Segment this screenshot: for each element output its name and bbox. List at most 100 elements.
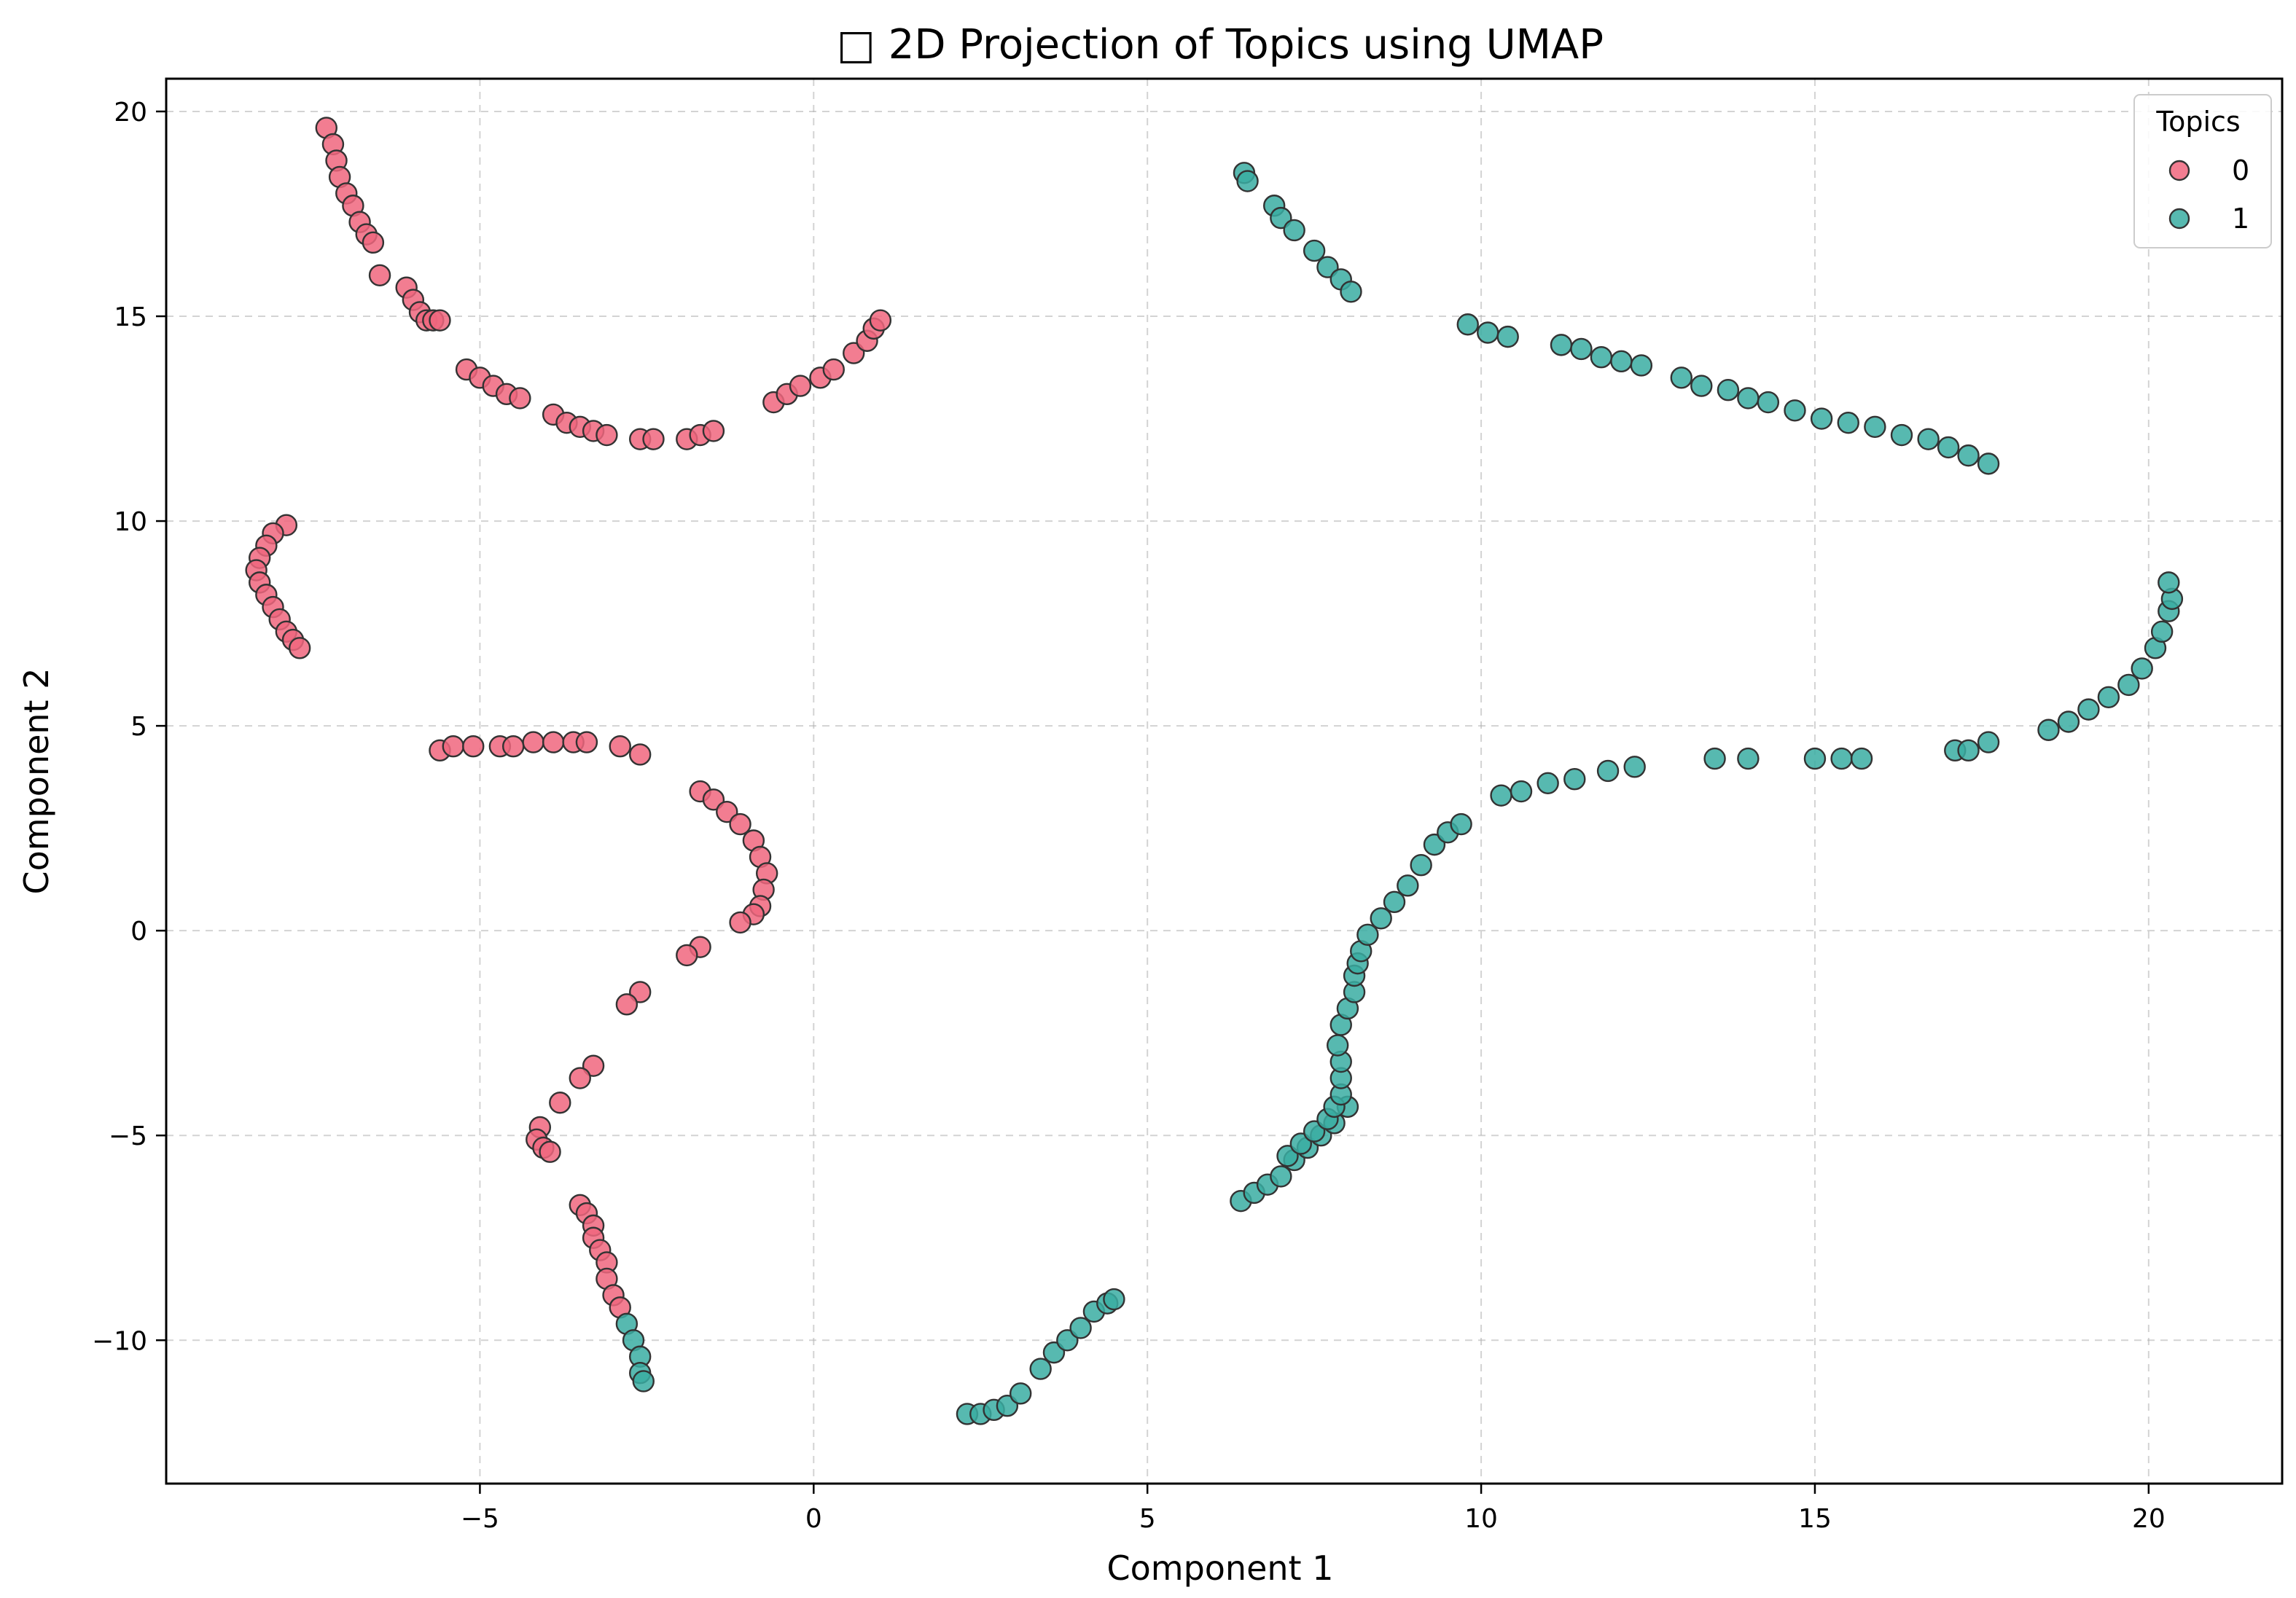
data-point-topic-1 [1477,321,1499,344]
data-point-topic-0 [609,735,631,758]
data-point-topic-1 [1690,375,1713,397]
data-point-topic-1 [1283,219,1305,242]
legend-title: Topics [2155,106,2240,138]
data-point-topic-1 [1236,170,1259,192]
y-tick-label: −10 [92,1326,147,1356]
data-points [245,117,2184,1425]
data-point-topic-1 [2131,657,2153,680]
data-point-topic-1 [1510,780,1533,803]
y-axis-label: Component 2 [17,668,56,895]
data-point-topic-0 [542,731,565,753]
y-tick-label: 15 [114,302,147,332]
plot-frame [165,77,2284,1485]
data-point-topic-1 [1383,890,1406,914]
data-point-topic-1 [1009,1382,1032,1405]
data-point-topic-0 [596,423,618,447]
data-point-topic-1 [1703,747,1726,770]
data-point-topic-0 [462,735,485,758]
data-point-topic-1 [1784,399,1806,422]
data-point-topic-0 [702,420,725,442]
data-point-topic-1 [1450,812,1472,836]
data-point-topic-0 [869,309,892,332]
data-point-topic-1 [1977,453,2000,475]
legend-marker-topic-0 [2168,160,2190,181]
chart-title: □ 2D Projection of Topics using UMAP [837,21,1604,68]
axis-ticks: −5 0 5 10 15 20 −10 −5 0 5 10 15 20 [92,98,2166,1534]
data-point-topic-0 [729,911,751,934]
data-point-topic-1 [1937,436,1960,459]
data-point-topic-0 [569,1067,591,1089]
data-point-topic-1 [1917,428,1940,450]
data-point-topic-0 [539,1140,561,1163]
data-point-topic-1 [1757,391,1780,414]
data-point-topic-1 [1326,1034,1349,1057]
data-point-topic-1 [1590,346,1613,369]
data-point-topic-0 [288,637,311,659]
data-point-topic-0 [729,812,751,836]
data-point-topic-0 [442,735,464,758]
data-point-topic-1 [1496,325,1519,348]
data-point-topic-1 [1069,1317,1092,1339]
data-point-topic-1 [1596,759,1620,783]
data-point-topic-1 [1370,907,1392,930]
data-point-topic-0 [509,387,531,410]
data-point-topic-1 [1810,407,1833,430]
data-point-topic-0 [362,231,385,254]
data-point-topic-1 [632,1370,655,1393]
data-point-topic-0 [429,309,451,332]
data-point-topic-1 [2057,710,2080,733]
data-point-topic-1 [1864,415,1886,438]
data-point-topic-0 [822,358,845,381]
grid-lines [166,79,2282,1484]
x-tick-label: 5 [1139,1504,1156,1534]
y-tick-label: 0 [130,917,147,947]
data-point-topic-0 [642,428,665,450]
legend: Topics 0 1 [2133,94,2272,248]
data-point-topic-1 [1977,731,2000,753]
data-point-topic-1 [1490,784,1512,807]
data-point-topic-1 [1957,739,1980,762]
legend-label-topic-1: 1 [2232,203,2249,235]
data-point-topic-0 [615,993,639,1016]
data-point-topic-1 [2158,571,2180,594]
x-tick-label: 15 [1798,1504,1832,1534]
data-point-topic-1 [1803,747,1827,770]
legend-label-topic-0: 0 [2232,154,2249,187]
data-point-topic-1 [1850,747,1873,770]
data-point-topic-1 [1737,387,1760,410]
data-point-topic-0 [502,735,525,758]
data-point-topic-1 [2097,686,2120,708]
data-point-topic-1 [1536,772,1559,795]
data-point-topic-0 [575,731,598,753]
y-tick-label: 5 [130,712,147,742]
legend-marker-topic-1 [2168,208,2190,230]
data-point-topic-1 [1270,1165,1292,1188]
data-point-topic-1 [2037,718,2060,741]
data-point-topic-0 [789,375,812,397]
x-tick-label: 20 [2132,1504,2166,1534]
data-point-topic-1 [1397,874,1419,897]
data-point-topic-1 [1563,767,1586,791]
data-point-topic-1 [2150,620,2174,643]
data-point-topic-1 [1630,354,1653,377]
data-point-topic-1 [1610,350,1633,373]
data-point-topic-1 [1456,313,1479,336]
y-tick-label: 10 [114,507,147,537]
data-point-topic-1 [1717,378,1740,402]
data-point-topic-1 [1410,854,1432,877]
y-tick-label: 20 [114,98,147,128]
data-point-topic-1 [1340,281,1362,303]
data-point-topic-1 [1550,334,1573,356]
x-tick-label: 0 [805,1504,822,1534]
data-point-topic-1 [1570,337,1593,361]
data-point-topic-1 [1837,411,1859,434]
y-tick-label: −5 [109,1121,147,1151]
data-point-topic-1 [2077,698,2100,721]
data-point-topic-0 [628,743,652,766]
data-point-topic-1 [1890,423,1913,447]
data-point-topic-1 [1957,444,1980,467]
data-point-topic-1 [1356,923,1379,946]
data-point-topic-1 [1623,756,1646,778]
data-point-topic-1 [1303,239,1326,262]
